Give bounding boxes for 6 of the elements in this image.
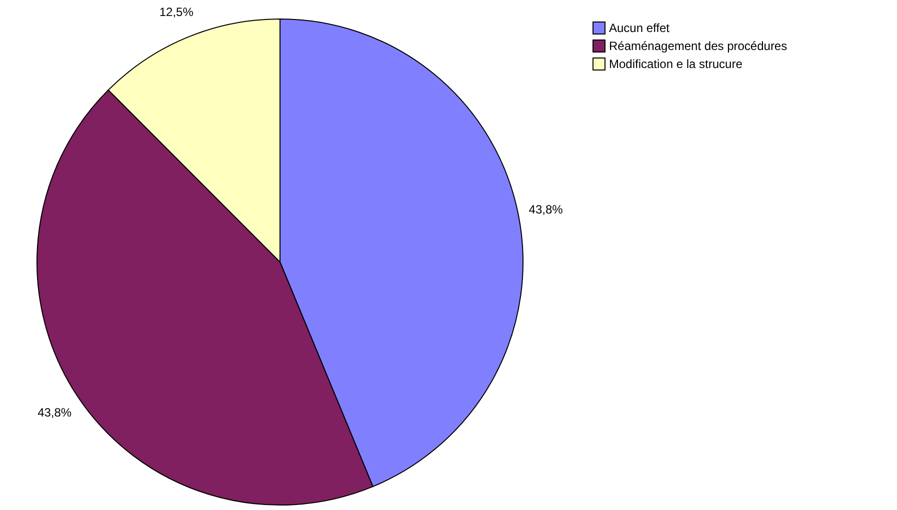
data-label: 43,8% (38, 406, 72, 420)
legend-label: Aucun effet (609, 21, 670, 35)
legend-label: Réaménagement des procédures (609, 39, 788, 53)
legend-label: Modification e la strucure (609, 57, 743, 71)
data-label: 12,5% (159, 4, 194, 19)
data-label: 43,8% (528, 202, 564, 216)
